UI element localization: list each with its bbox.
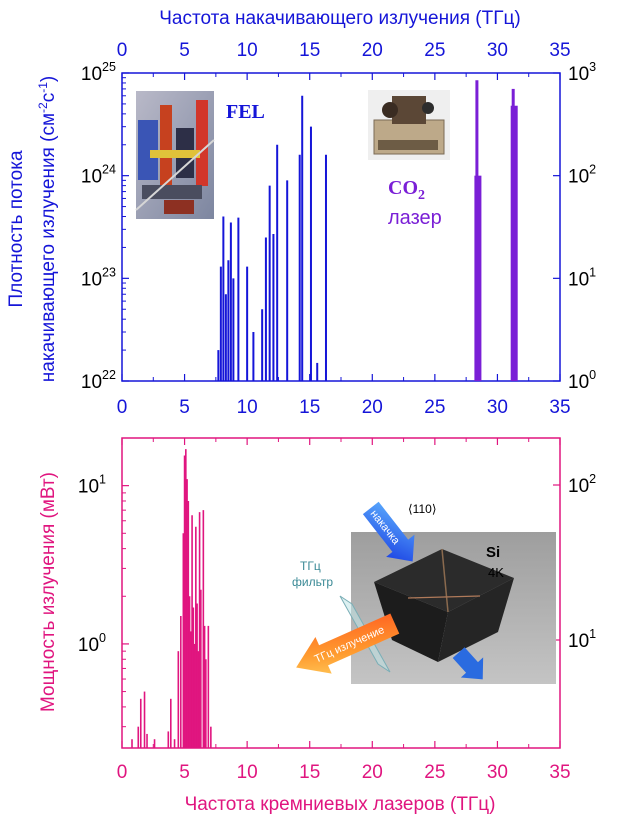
fel-label: FEL (226, 101, 265, 123)
bottom-x-ticks: 0 5 10 15 20 25 30 35 (117, 438, 571, 783)
bottom-chart: 0 5 10 15 20 25 30 35 100 101 101 102 Частота крем… (38, 437, 596, 815)
co2-label: CO2 (388, 177, 425, 203)
top-x-ticks: 0 0 5 5 10 10 15 15 20 20 25 25 30 30 35 35 (117, 40, 571, 418)
top-upper-x-tick-label: 35 (549, 40, 570, 61)
filter-label-line1: ТГц (300, 559, 321, 573)
top-bars (217, 80, 518, 382)
bottom-y-label: Мощность излучения (мВт) (38, 472, 59, 712)
top-x-tick-label: 35 (549, 397, 570, 418)
top-axis-label: Частота накачивающего излучения (ТГц) (159, 8, 520, 29)
top-y-tick-label: 1024 (81, 163, 116, 188)
bottom-y2-tick-label: 101 (568, 627, 596, 652)
bottom-y2-tick-label: 102 (568, 472, 596, 497)
bottom-x-tick-label: 20 (362, 762, 383, 783)
si-label: Si (486, 544, 500, 561)
bottom-x-tick-label: 30 (487, 762, 508, 783)
top-x-tick-label: 20 (362, 397, 383, 418)
co2-bar (474, 175, 482, 381)
direction-label: ⟨110⟩ (408, 502, 437, 516)
top-y2-tick-label: 103 (568, 60, 596, 85)
top-upper-x-tick-label: 15 (299, 40, 320, 61)
co2-laser-photo (368, 90, 450, 160)
top-x-tick-label: 25 (424, 397, 445, 418)
bottom-x-tick-label: 35 (549, 762, 570, 783)
top-y-label-line1: Плотность потока (6, 150, 27, 307)
top-y-tick-label: 1025 (81, 60, 116, 85)
top-x-tick-label: 15 (299, 397, 320, 418)
bottom-y-tick-label: 100 (78, 631, 106, 656)
top-y-label-line2: накачивающего излучения (см-2с-1) (36, 76, 59, 382)
si-crystal-photo: Si 4K ⟨110⟩ накачка ТГц фильтр ТГц излуч… (292, 501, 556, 684)
bottom-x-tick-label: 25 (424, 762, 445, 783)
top-x-tick-label: 30 (487, 397, 508, 418)
top-x-tick-label: 10 (237, 397, 258, 418)
filter-label-line2: фильтр (292, 575, 333, 589)
co2-bar (510, 105, 518, 382)
top-y2-tick-label: 100 (568, 368, 596, 393)
top-y-tick-label: 1023 (81, 265, 116, 290)
bottom-bars (131, 449, 212, 748)
bottom-y-ticks: 100 101 101 102 (78, 472, 596, 728)
top-upper-x-tick-label: 30 (487, 40, 508, 61)
top-y-ticks: 1022 1023 1024 1025 100 101 102 103 (81, 60, 596, 393)
top-x-tick-label: 0 (117, 397, 128, 418)
bottom-x-tick-label: 15 (299, 762, 320, 783)
top-upper-x-tick-label: 10 (237, 40, 258, 61)
bottom-x-tick-label: 10 (237, 762, 258, 783)
top-y2-tick-label: 102 (568, 163, 596, 188)
bottom-x-tick-label: 0 (117, 762, 128, 783)
top-upper-x-tick-label: 0 (117, 40, 128, 61)
output-arrow (452, 647, 484, 680)
bottom-y-tick-label: 101 (78, 473, 106, 498)
top-x-tick-label: 5 (179, 397, 190, 418)
top-y2-tick-label: 101 (568, 265, 596, 290)
top-upper-x-tick-label: 5 (179, 40, 190, 61)
top-y-tick-label: 1022 (81, 368, 116, 393)
top-upper-x-tick-label: 20 (362, 40, 383, 61)
co2-laser-word: лазер (388, 207, 442, 229)
bottom-x-tick-label: 5 (179, 762, 190, 783)
fel-photo (135, 91, 215, 219)
temperature-label: 4K (488, 565, 504, 580)
bottom-x-label: Частота кремниевых лазеров (ТГц) (185, 794, 496, 815)
top-upper-x-tick-label: 25 (424, 40, 445, 61)
